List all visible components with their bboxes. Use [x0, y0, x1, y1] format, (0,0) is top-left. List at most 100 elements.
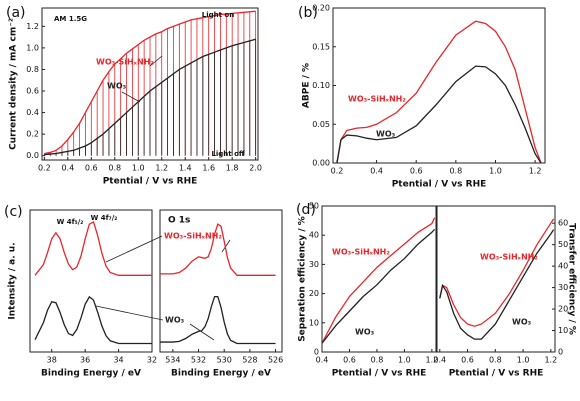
- annotation: W 4f₇/₂: [91, 214, 118, 222]
- series-label: WO₃: [512, 318, 532, 327]
- pointer-arrow: [105, 235, 163, 263]
- series-label: WO₃: [376, 130, 396, 139]
- series-line: [439, 218, 555, 327]
- pointer-arrow: [95, 305, 164, 321]
- plot-frame: [159, 209, 283, 353]
- y-axis-label: Transfer efficiency / %: [567, 223, 577, 335]
- y-tick-label: 20: [558, 305, 568, 314]
- y-tick-label: 30: [558, 283, 568, 292]
- y-axis-label: Separation efficiency / %: [298, 216, 308, 342]
- x-axis-label: Ptential / V vs RHE: [103, 177, 198, 187]
- series-line: [160, 223, 276, 276]
- x-tick-label: 528: [242, 356, 257, 365]
- x-tick-label: 1.0: [398, 356, 411, 365]
- annotation: AM 1.5G: [54, 15, 87, 23]
- x-tick-label: 1.2: [155, 164, 168, 173]
- x-tick-label: 0.2: [38, 164, 51, 173]
- x-tick-label: 0.8: [371, 356, 384, 365]
- x-tick-label: 1.4: [179, 164, 192, 173]
- x-tick-label: 38: [47, 356, 57, 365]
- y-tick-label: 0: [314, 348, 319, 357]
- pointer-arrow: [121, 91, 141, 103]
- y-tick-label: 0.0: [26, 151, 39, 160]
- x-tick-label: 1.6: [202, 164, 215, 173]
- x-tick-label: 0.2: [331, 167, 344, 176]
- y-tick-label: 1.2: [26, 22, 39, 31]
- y-tick-label: 30: [309, 260, 319, 269]
- x-tick-label: 0.8: [449, 167, 462, 176]
- x-tick-label: 0.4: [370, 167, 383, 176]
- y-tick-label: 1.0: [26, 43, 39, 52]
- x-axis-label: Ptential / V vs RHE: [449, 369, 544, 379]
- series-line: [439, 229, 555, 340]
- x-tick-label: 0.6: [461, 356, 474, 365]
- series-label: WO₃: [107, 82, 127, 91]
- series-line: [160, 295, 276, 345]
- series-label: WO₃-SiHₓNH₂: [96, 58, 154, 67]
- y-tick-label: 0.8: [26, 65, 39, 74]
- y-tick-label: 10: [309, 318, 319, 327]
- x-tick-label: 526: [268, 356, 283, 365]
- plot-frame: [332, 7, 546, 164]
- y-tick-label: 0.15: [312, 42, 330, 51]
- x-axis-label: Binding Energy / eV: [171, 369, 271, 379]
- x-tick-label: 0.4: [316, 356, 329, 365]
- series-label: WO₃: [165, 316, 185, 325]
- x-tick-label: 36: [80, 356, 90, 365]
- series-line: [44, 10, 256, 155]
- x-tick-label: 34: [113, 356, 123, 365]
- plot-frame: [436, 205, 556, 353]
- x-tick-label: 32: [147, 356, 157, 365]
- x-tick-label: 0.6: [85, 164, 98, 173]
- series-label: WO₃-SiHₓNH₂: [332, 248, 390, 257]
- x-tick-label: 0.4: [433, 356, 446, 365]
- y-tick-label: 10: [558, 326, 568, 335]
- plot-frame: [41, 7, 259, 161]
- annotation: Light on: [202, 11, 234, 19]
- annotation: W 4f₅/₂: [57, 218, 84, 226]
- y-tick-label: 0.6: [26, 87, 39, 96]
- series-label: WO₃-SiHₓNH₂: [164, 232, 222, 241]
- x-tick-label: 0.6: [410, 167, 423, 176]
- y-tick-label: 40: [558, 262, 568, 271]
- series-line: [321, 228, 436, 344]
- y-tick-label: 40: [309, 231, 319, 240]
- x-tick-label: 532: [191, 356, 206, 365]
- series-line: [321, 217, 436, 344]
- x-tick-label: 1.8: [226, 164, 239, 173]
- x-tick-label: 0.8: [489, 356, 502, 365]
- y-tick-label: 0.05: [312, 120, 330, 129]
- x-tick-label: 1.0: [517, 356, 530, 365]
- y-tick-label: 0.4: [26, 108, 39, 117]
- y-tick-label: 0.10: [312, 81, 330, 90]
- x-tick-label: 0.8: [108, 164, 121, 173]
- panel-label: (a): [6, 5, 26, 21]
- x-tick-label: 0.4: [61, 164, 74, 173]
- x-axis-label: Ptential / V vs RHE: [332, 369, 427, 379]
- pointer-arrow: [149, 55, 163, 67]
- y-tick-label: 0: [558, 348, 563, 357]
- x-tick-label: 534: [165, 356, 180, 365]
- series-label: WO₃-SiHₓNH₂: [480, 253, 538, 262]
- y-tick-label: 50: [558, 240, 568, 249]
- series-line: [34, 295, 152, 345]
- panel-label: (b): [298, 5, 318, 21]
- x-axis-label: Binding Energy / eV: [41, 369, 141, 379]
- pointer-arrow: [221, 239, 231, 253]
- y-axis-label: ABPE / %: [302, 63, 312, 108]
- plot-frame: [321, 205, 437, 353]
- y-tick-label: 60: [558, 219, 568, 228]
- y-tick-label: 50: [309, 202, 319, 211]
- x-tick-label: 530: [217, 356, 232, 365]
- y-axis-label: Current density / mA cm⁻²: [9, 18, 19, 150]
- y-tick-label: 20: [309, 289, 319, 298]
- panel-label: (d): [296, 202, 316, 218]
- panel-label: (c): [4, 204, 23, 220]
- series-line: [336, 65, 542, 164]
- x-axis-label: Ptential / V vs RHE: [392, 180, 487, 190]
- series-line: [336, 20, 542, 164]
- series-label: WO₃: [355, 328, 375, 337]
- y-tick-label: 0.2: [26, 130, 39, 139]
- x-tick-label: 1.0: [132, 164, 145, 173]
